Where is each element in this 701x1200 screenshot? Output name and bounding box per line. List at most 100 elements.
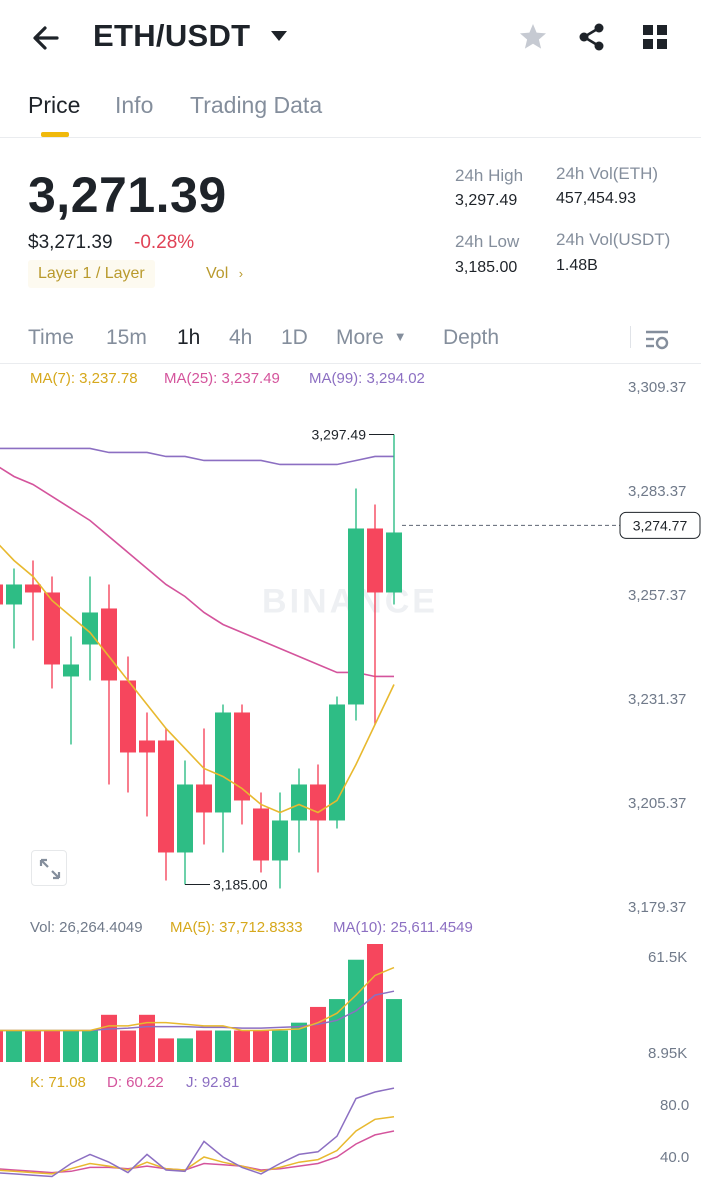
active-tab-indicator (41, 132, 69, 137)
kdj-k-line (0, 1115, 395, 1175)
interval-depth[interactable]: Depth (443, 326, 500, 349)
kdj-j-line (0, 1087, 395, 1178)
share-button[interactable] (575, 20, 609, 54)
ma25-label: MA(25): 3,237.49 (164, 370, 280, 387)
volume-bar (101, 1014, 117, 1062)
volume-bar (234, 1030, 250, 1062)
vol-quote-label: 24h Vol(USDT) (556, 230, 671, 249)
back-button[interactable] (28, 20, 64, 56)
ma99-label: MA(99): 3,294.02 (309, 370, 425, 387)
main-tabs: Price Info Trading Data (0, 84, 701, 138)
interval-time[interactable]: Time (28, 326, 74, 349)
volume-bar (0, 1030, 3, 1062)
candle-body (101, 608, 117, 681)
volume-bar (44, 1030, 60, 1062)
last-price: 3,271.39 (28, 167, 227, 223)
volume-bar (196, 1030, 212, 1062)
kdj-axis-tick: 80.0 (660, 1097, 690, 1114)
volume-bar (63, 1030, 79, 1062)
candle-body (6, 584, 22, 605)
candle-body (196, 784, 212, 813)
vol-base-value: 457,454.93 (556, 190, 637, 207)
volume-bar (82, 1030, 98, 1062)
volume-bar (6, 1030, 22, 1062)
chevron-right-icon: › (238, 266, 244, 281)
candle-body (158, 740, 174, 853)
pair-dropdown-button[interactable] (268, 28, 290, 44)
ma99-line (0, 447, 394, 466)
volume-ma5-line (0, 966, 395, 1032)
volume-bar (253, 1030, 269, 1062)
share-icon (579, 23, 604, 51)
favorite-button[interactable] (516, 20, 550, 54)
candle-body (234, 712, 250, 801)
high-label: 24h High (455, 166, 524, 185)
category-tag[interactable]: Layer 1 / Layer (28, 260, 155, 288)
volume-axis-tick: 8.95K (648, 1045, 688, 1062)
candle-body (0, 584, 3, 605)
price-axis-tick: 3,179.37 (628, 899, 687, 916)
caret-down-icon: ▼ (393, 329, 407, 344)
volume-bar (120, 1030, 136, 1062)
tab-price[interactable]: Price (28, 92, 81, 118)
interval-1h[interactable]: 1h (177, 326, 201, 349)
interval-15m[interactable]: 15m (106, 326, 147, 349)
candle-body (310, 784, 326, 821)
volume-bar (177, 1038, 193, 1062)
candle-body (44, 592, 60, 665)
candle-body (63, 664, 79, 677)
low-label: 24h Low (455, 232, 520, 251)
interval-bar: Time 15m 1h 4h 1D More ▼ Depth (0, 318, 701, 364)
vol-quote-value: 1.48B (556, 257, 598, 274)
ma7-line (0, 544, 395, 814)
volume-bar (367, 944, 383, 1062)
star-icon (520, 24, 546, 49)
volume-bar (158, 1038, 174, 1062)
last-price-tag (619, 511, 701, 539)
interval-4h[interactable]: 4h (229, 326, 253, 349)
price-chart[interactable]: BINANCE3,297.493,185.003,274.77 (0, 365, 701, 1200)
interval-1d[interactable]: 1D (281, 326, 308, 349)
expand-icon (39, 858, 61, 880)
candle-body (25, 584, 41, 593)
interval-more[interactable]: More ▼ (336, 326, 407, 350)
interval-more-label: More (336, 326, 384, 349)
volume-bar (386, 999, 402, 1062)
candle-body (386, 532, 402, 593)
candle-body (348, 528, 364, 705)
caret-down-icon (271, 31, 287, 41)
price-axis-tick: 3,257.37 (628, 587, 687, 604)
candle-body (291, 784, 307, 821)
kdj-axis-tick: 40.0 (660, 1149, 690, 1166)
kdj-j-label: J: 92.81 (186, 1074, 240, 1091)
volume-bar (291, 1022, 307, 1062)
vol-tag-label: Vol (206, 265, 229, 282)
candle-body (120, 680, 136, 753)
candle-body (367, 528, 383, 593)
fullscreen-button[interactable] (31, 850, 67, 886)
candle-body (215, 712, 231, 813)
pair-title[interactable]: ETH/USDT (93, 18, 251, 53)
kdj-k-label: K: 71.08 (30, 1074, 86, 1091)
high-annotation: 3,297.49 (312, 427, 367, 443)
grid-menu-button[interactable] (638, 20, 672, 54)
candle-body (253, 808, 269, 861)
chart-settings-button[interactable] (640, 322, 674, 356)
volume-ma5-label: MA(5): 37,712.8333 (170, 919, 303, 936)
price-axis-tick: 3,309.37 (628, 379, 687, 396)
volume-bar (310, 1006, 326, 1062)
price-axis-tick: 3,231.37 (628, 691, 687, 708)
tab-trading-data[interactable]: Trading Data (190, 92, 323, 118)
volume-bar (215, 1030, 231, 1062)
vol-base-label: 24h Vol(ETH) (556, 164, 659, 183)
vol-tag[interactable]: Vol › (196, 260, 253, 288)
price-axis-tick: 3,205.37 (628, 795, 687, 812)
interval-divider (630, 326, 631, 348)
low-value: 3,185.00 (455, 259, 518, 276)
volume-ma10-label: MA(10): 25,611.4549 (333, 919, 473, 936)
ma25-line (0, 466, 394, 678)
volume-bar (139, 1014, 155, 1062)
tab-info[interactable]: Info (115, 92, 154, 118)
grid-icon (643, 25, 667, 49)
low-annotation: 3,185.00 (213, 876, 268, 892)
